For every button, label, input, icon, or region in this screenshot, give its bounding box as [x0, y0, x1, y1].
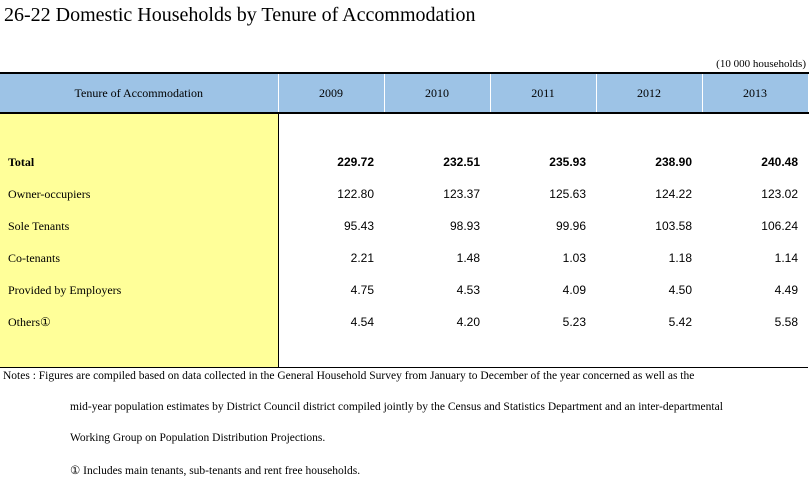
cell-value: 4.49: [774, 283, 798, 297]
cell-value: 5.23: [562, 315, 586, 329]
row-label: Others①: [0, 306, 279, 338]
page-title: 26-22 Domestic Households by Tenure of A…: [4, 4, 476, 26]
note-line: Working Group on Population Distribution…: [70, 432, 326, 444]
cell-value: 106.24: [761, 219, 798, 233]
spacer-row: [0, 113, 808, 146]
cell-value: 4.53: [456, 283, 480, 297]
cell-value: 4.50: [668, 283, 692, 297]
cell-value: 240.48: [761, 155, 798, 169]
table-row-co-tenants: Co-tenants 2.21 1.48 1.03 1.18 1.14: [0, 242, 808, 274]
cell-value: 122.80: [337, 187, 374, 201]
table-row-owner-occupiers: Owner-occupiers 122.80 123.37 125.63 124…: [0, 178, 808, 210]
note-line: mid-year population estimates by Distric…: [70, 401, 723, 413]
header-year-2010: 2010: [384, 72, 491, 114]
table-row-total: Total 229.72 232.51 235.93 238.90 240.48: [0, 146, 808, 178]
table-row-sole-tenants: Sole Tenants 95.43 98.93 99.96 103.58 10…: [0, 210, 808, 242]
cell-value: 4.09: [562, 283, 586, 297]
label-cell: [0, 113, 279, 146]
table-row-others: Others① 4.54 4.20 5.23 5.42 5.58: [0, 306, 808, 338]
row-label: Total: [0, 146, 279, 178]
cell-value: 124.22: [655, 187, 692, 201]
cell-value: 2.21: [350, 251, 374, 265]
row-label: Sole Tenants: [0, 210, 279, 242]
cell-value: 123.02: [761, 187, 798, 201]
cell-value: 123.37: [443, 187, 480, 201]
cell-value: 98.93: [449, 219, 480, 233]
row-label: Owner-occupiers: [0, 178, 279, 210]
header-tenure: Tenure of Accommodation: [0, 72, 279, 114]
cell-value: 99.96: [555, 219, 586, 233]
footnote-line: ① Includes main tenants, sub-tenants and…: [70, 465, 361, 477]
notes-section: Notes : Figures are compiled based on da…: [3, 370, 809, 494]
cell-value: 5.42: [668, 315, 692, 329]
cell-value: 95.43: [343, 219, 374, 233]
unit-label: (10 000 households): [716, 58, 806, 70]
cell-value: 1.03: [562, 251, 586, 265]
header-year-2011: 2011: [490, 72, 597, 114]
cell-value: 4.20: [456, 315, 480, 329]
header-year-2009: 2009: [278, 72, 385, 114]
header-row: Tenure of Accommodation 2009 2010 2011 2…: [0, 72, 809, 114]
households-table: Tenure of Accommodation 2009 2010 2011 2…: [0, 72, 809, 368]
cell-value: 1.14: [774, 251, 798, 265]
cell-value: 125.63: [549, 187, 586, 201]
label-cell: [0, 338, 279, 368]
cell-value: 1.18: [668, 251, 692, 265]
row-label: Provided by Employers: [0, 274, 279, 306]
spacer-row: [0, 338, 808, 368]
header-year-2013: 2013: [702, 72, 809, 114]
note-line: Notes : Figures are compiled based on da…: [3, 370, 695, 382]
cell-value: 235.93: [549, 155, 586, 169]
header-year-2012: 2012: [596, 72, 703, 114]
cell-value: 238.90: [655, 155, 692, 169]
row-label: Co-tenants: [0, 242, 279, 274]
cell-value: 5.58: [774, 315, 798, 329]
table-row-provided-by-employers: Provided by Employers 4.75 4.53 4.09 4.5…: [0, 274, 808, 306]
cell-value: 232.51: [443, 155, 480, 169]
cell-value: 103.58: [655, 219, 692, 233]
cell-value: 4.75: [350, 283, 374, 297]
cell-value: 1.48: [456, 251, 480, 265]
cell-value: 4.54: [350, 315, 374, 329]
cell-value: 229.72: [337, 155, 374, 169]
